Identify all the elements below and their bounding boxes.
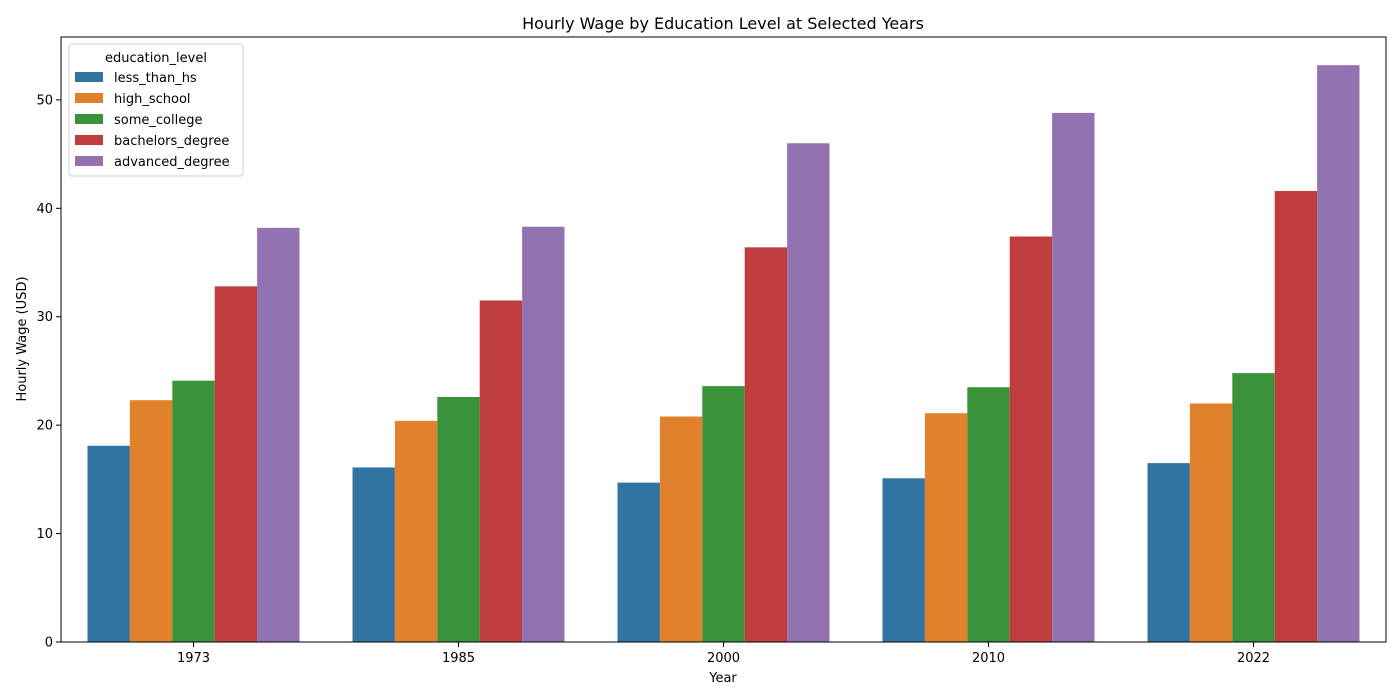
bar-some_college-1973 — [172, 380, 215, 642]
bar-high_school-1985 — [394, 420, 438, 642]
x-axis-label: Year — [708, 671, 737, 686]
y-tick-label: 20 — [36, 419, 53, 434]
legend-label-high_school: high_school — [114, 92, 191, 107]
bar-less_than_hs-1985 — [352, 467, 395, 642]
x-tick-label: 2022 — [1237, 651, 1270, 666]
bar-high_school-1973 — [129, 400, 173, 642]
bar-advanced_degree-1985 — [522, 226, 565, 642]
bar-some_college-2022 — [1232, 373, 1275, 642]
y-tick-label: 0 — [45, 636, 53, 651]
bar-less_than_hs-2022 — [1147, 463, 1190, 642]
bar-bachelors_degree-1973 — [214, 286, 258, 642]
y-tick-label: 10 — [36, 527, 53, 542]
bar-some_college-1985 — [437, 396, 480, 642]
axes-layer: 0 10 20 30 40 50 1973 1985 2000 2010 2022 — [36, 36, 1387, 666]
legend: education_level less_than_hs high_schoolso… — [68, 43, 244, 177]
legend-swatch-high_school — [75, 93, 103, 103]
legend-swatch-bachelors_degree — [75, 135, 103, 145]
legend-swatch-advanced_degree — [75, 156, 103, 166]
legend-title: education_level — [105, 51, 207, 66]
x-tick-label: 2000 — [707, 651, 740, 666]
bar-high_school-2010 — [924, 413, 968, 642]
y-axis-label: Hourly Wage (USD) — [15, 276, 30, 401]
bar-less_than_hs-2000 — [617, 482, 660, 642]
y-tick-label: 40 — [36, 202, 53, 217]
bar-bachelors_degree-2010 — [1009, 236, 1053, 642]
chart-title: Hourly Wage by Education Level at Select… — [522, 14, 924, 33]
bar-less_than_hs-1973 — [87, 445, 130, 642]
y-tick-label: 50 — [36, 93, 53, 108]
legend-swatch-some_college — [75, 114, 103, 124]
legend-label-some_college: some_college — [114, 113, 202, 128]
bar-high_school-2022 — [1189, 403, 1233, 642]
bar-some_college-2000 — [702, 386, 745, 642]
bar-advanced_degree-2022 — [1317, 65, 1360, 643]
bar-bachelors_degree-1985 — [479, 300, 523, 642]
bar-advanced_degree-1973 — [257, 227, 300, 642]
bars-layer — [87, 65, 1360, 643]
bar-high_school-2000 — [659, 416, 703, 642]
legend-label-bachelors_degree: bachelors_degree — [114, 134, 229, 149]
bar-some_college-2010 — [967, 387, 1010, 642]
x-tick-label: 2010 — [972, 651, 1005, 666]
bar-advanced_degree-2010 — [1052, 112, 1095, 642]
legend-swatch-less_than_hs — [75, 72, 103, 82]
bar-advanced_degree-2000 — [787, 143, 830, 642]
y-tick-label: 30 — [36, 310, 53, 325]
x-tick-label: 1985 — [442, 651, 475, 666]
legend-label-less_than_hs: less_than_hs — [114, 71, 197, 86]
bar-bachelors_degree-2000 — [744, 247, 788, 642]
legend-label-advanced_degree: advanced_degree — [114, 155, 230, 170]
x-tick-label: 1973 — [177, 651, 210, 666]
bar-less_than_hs-2010 — [882, 478, 925, 642]
bar-bachelors_degree-2022 — [1274, 190, 1318, 642]
legend-box — [68, 43, 244, 177]
